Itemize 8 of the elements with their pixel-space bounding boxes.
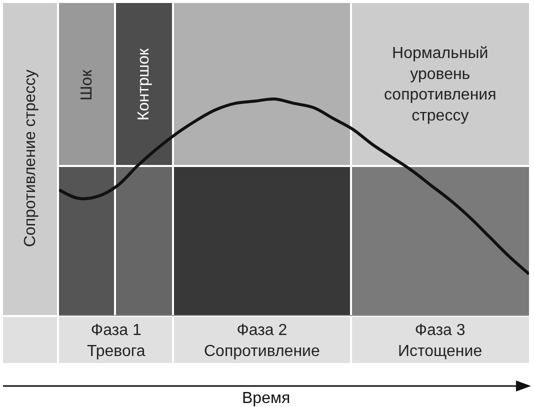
annotation: Шок xyxy=(78,68,96,100)
text: Фаза 1 Тревога xyxy=(87,322,146,360)
text: Время xyxy=(242,390,290,407)
text: Фаза 2 Сопротивление xyxy=(204,322,320,360)
text: Фаза 3 Истощение xyxy=(398,322,482,360)
y-axis-title: Сопротивление стрессу xyxy=(22,70,39,247)
ref-line-label: Нормальный уровень сопротивления стрессу xyxy=(384,45,496,124)
annotation: Контршок xyxy=(136,47,153,120)
